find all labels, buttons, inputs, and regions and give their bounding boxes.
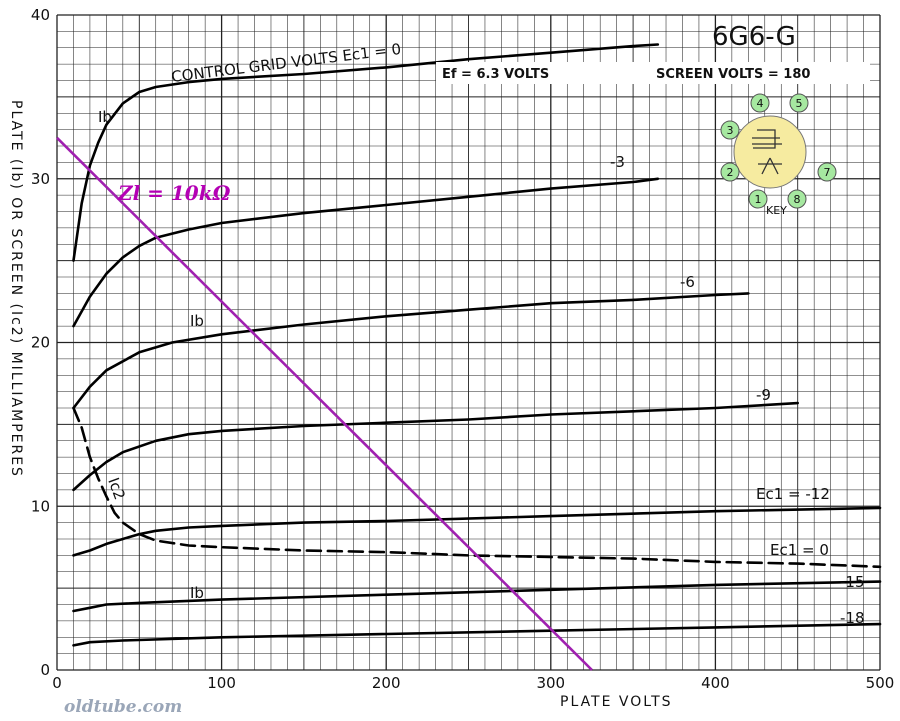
- curve-label-7: -18: [840, 609, 865, 627]
- curve-tag-1: Ib: [190, 312, 204, 330]
- base-pin-5: [789, 93, 809, 113]
- base-pin-7: [817, 162, 837, 182]
- chart-title: 6G6-G: [712, 22, 796, 52]
- base-pin-label-8: 8: [794, 193, 801, 206]
- screen-voltage-text: SCREEN VOLTS = 180: [656, 67, 810, 82]
- series-line-2: [72, 292, 750, 410]
- y-tick-label: 20: [31, 334, 50, 352]
- load-line-layer: [56, 136, 593, 671]
- curve-label-1: -3: [610, 153, 625, 171]
- y-axis-title: PLATE (Ib) OR SCREEN (Ic2) MILLIAMPERES: [8, 100, 24, 478]
- series-line-0: [72, 43, 660, 262]
- y-tick-label: 30: [31, 170, 50, 188]
- series-line-4: [72, 506, 882, 557]
- y-tick-label: 0: [40, 661, 50, 679]
- base-pin-4: [750, 93, 770, 113]
- curve-label-3: -9: [756, 386, 771, 404]
- tube-base-diagram: 1 2 3 4 5 7 8 KEY: [720, 93, 837, 217]
- curve-label-6: -15: [840, 573, 865, 591]
- filament-voltage-text: Ef = 6.3 VOLTS: [442, 67, 549, 82]
- base-pin-label-7: 7: [824, 166, 831, 179]
- base-pin-1: [748, 189, 768, 209]
- base-pin-label-4: 4: [757, 97, 764, 110]
- x-tick-label: 300: [536, 674, 565, 692]
- series-line-5: [72, 580, 882, 613]
- base-pin-3: [720, 120, 740, 140]
- x-tick-label: 100: [207, 674, 236, 692]
- series-line-1: [72, 177, 660, 328]
- x-axis-title: PLATE VOLTS: [560, 694, 673, 710]
- base-pin-2: [720, 162, 740, 182]
- curve-label-4: Ec1 = -12: [756, 485, 830, 503]
- curve-tag-3: Ib: [190, 584, 204, 602]
- load-line: [56, 136, 593, 671]
- curve-tag-0: Ib: [98, 108, 112, 126]
- base-pin-label-5: 5: [796, 97, 803, 110]
- y-tick-label: 10: [31, 497, 50, 515]
- electrode-symbol: [752, 129, 782, 175]
- y-tick-label: 40: [31, 6, 50, 24]
- series-line-6: [72, 622, 882, 647]
- watermark: oldtube.com: [64, 697, 182, 717]
- x-tick-label: 400: [701, 674, 730, 692]
- tick-labels: 0 100 200 300 400 500 0 10 20 30 40: [31, 6, 894, 692]
- plot-grid: [56, 14, 881, 671]
- info-box: [436, 62, 870, 84]
- curve-label-5: Ec1 = 0: [770, 541, 829, 559]
- base-pins: 1 2 3 4 5 7 8: [720, 93, 837, 209]
- curve-label-2: -6: [680, 273, 695, 291]
- x-tick-label: 200: [372, 674, 401, 692]
- load-line-label: Zl = 10kΩ: [117, 181, 231, 205]
- base-key-label: KEY: [766, 204, 787, 217]
- base-pin-label-1: 1: [755, 193, 762, 206]
- base-pin-label-2: 2: [727, 166, 734, 179]
- base-pin-label-3: 3: [727, 124, 734, 137]
- series-line-7: [72, 406, 882, 569]
- series-line-3: [72, 401, 799, 492]
- x-tick-label: 500: [866, 674, 895, 692]
- base-pin-8: [787, 189, 807, 209]
- series-layer: [72, 43, 882, 647]
- base-disc: [733, 115, 807, 189]
- x-tick-label: 0: [52, 674, 62, 692]
